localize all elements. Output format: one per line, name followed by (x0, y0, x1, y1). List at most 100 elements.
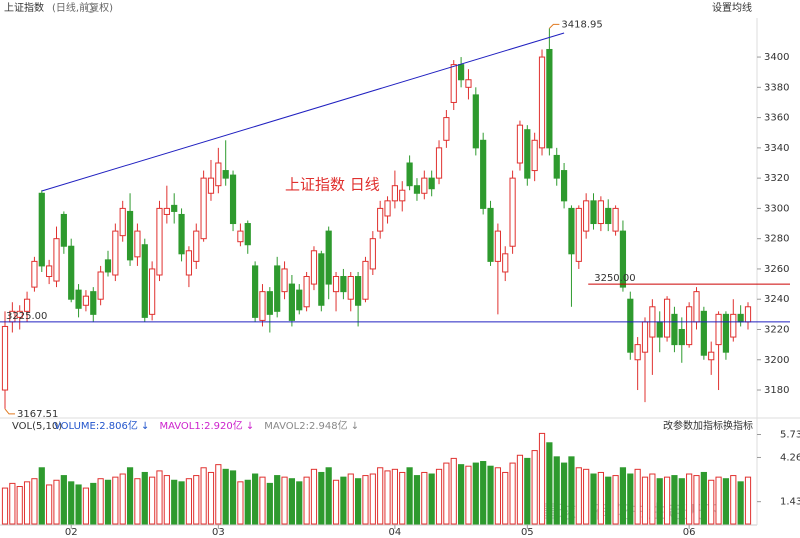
volume-bar (700, 471, 707, 525)
candle-body (193, 230, 200, 262)
candle-body (163, 207, 170, 215)
volume-bar (597, 471, 604, 525)
volume-bar (641, 476, 649, 525)
candle-body (509, 177, 516, 247)
settings-icon[interactable] (86, 3, 96, 13)
volume-bar (480, 461, 487, 525)
volume-bar (663, 476, 671, 525)
x-tick-label: 03 (212, 527, 225, 538)
candle-body (215, 162, 222, 187)
y-tick-label: 3260 (764, 264, 789, 275)
candle-body (450, 64, 457, 103)
candle-body (502, 253, 509, 273)
volume-bar (207, 471, 215, 525)
y-tick-label: 3280 (764, 234, 789, 245)
volume-bar (362, 475, 369, 525)
indicator: VOL(5,10) (12, 421, 62, 432)
volume-bar (531, 450, 538, 525)
volume-bar (252, 473, 259, 525)
volume-bar (340, 476, 347, 525)
volume-bar (671, 475, 678, 525)
indicator-readout: MAVOL2:2.948亿 ↓ (264, 419, 359, 432)
candle-body (171, 204, 178, 212)
indicator-button[interactable]: 换指标 (723, 419, 753, 432)
volume-bar (744, 476, 752, 525)
candle-body (229, 174, 237, 225)
volume-bar (229, 470, 237, 525)
candle-body (16, 310, 23, 318)
candle-body (1, 325, 9, 391)
candle-body (244, 223, 251, 246)
volume-bar (23, 481, 31, 525)
candle-body (678, 328, 685, 346)
indicator-readout: VOLUME:2.806亿 ↓ (54, 419, 149, 432)
volume-bar (244, 479, 251, 525)
candle-body (156, 207, 163, 276)
volume-bar (450, 457, 457, 525)
volume-bar (693, 475, 700, 525)
candle-body (480, 139, 487, 209)
volume-bar (215, 464, 222, 525)
y-tick-label: 3200 (764, 355, 789, 366)
title: 上证指数 (4, 1, 44, 14)
volume-bar (281, 476, 288, 525)
volume-bar (730, 475, 737, 525)
y-tick-label: 3240 (764, 294, 789, 305)
candle-body (590, 200, 597, 225)
volume-bar (178, 481, 185, 525)
candle-body (715, 313, 722, 346)
volume-bar (502, 471, 509, 525)
volume-bar (53, 479, 60, 525)
candle-body (575, 207, 582, 262)
candle-body (428, 177, 435, 190)
volume-bar (686, 473, 693, 525)
candle-body (355, 276, 362, 306)
candle-body (553, 154, 560, 179)
y-tick-label: 3340 (764, 143, 789, 154)
candle-body (406, 162, 413, 187)
extreme-pointer (4, 408, 15, 415)
volume-bar (163, 475, 170, 525)
volume-bar (656, 478, 663, 525)
volume-bar (156, 470, 163, 525)
candle-body (97, 271, 104, 300)
volume-bar (568, 456, 575, 525)
volume-bar (413, 475, 421, 525)
candle-body (465, 79, 472, 88)
candle-body (605, 207, 612, 225)
candle-body (82, 295, 90, 306)
volume-bar (575, 467, 582, 525)
volume-bar (546, 442, 553, 525)
candle-body (149, 268, 156, 315)
candle-body (487, 207, 494, 262)
volume-bar (200, 467, 207, 525)
volume-bar (421, 471, 428, 525)
indicator-button[interactable]: 加指标 (693, 419, 723, 432)
candle-body (104, 259, 112, 273)
candle-body (369, 238, 376, 270)
volume-bar (274, 475, 281, 525)
candle-body (568, 207, 575, 255)
ma-settings[interactable]: 设置均线 (712, 1, 752, 14)
candle-body (259, 291, 266, 321)
volume-bar (708, 479, 715, 525)
volume-bar (590, 473, 597, 525)
volume-bar (318, 471, 325, 525)
indicator-button[interactable]: 改参数 (663, 419, 693, 432)
x-tick-label: 06 (683, 527, 696, 538)
candle-body (222, 170, 229, 179)
y-tick-label: 1.43 (780, 497, 800, 508)
volume-bar (553, 456, 560, 525)
volume-bar (406, 467, 413, 525)
candle-body (583, 200, 590, 232)
candle-body (737, 313, 744, 323)
candle-body (377, 207, 384, 232)
candle-body (31, 260, 38, 288)
candle-body (391, 185, 398, 202)
volume-bar (1, 487, 9, 525)
volume-bar (38, 467, 45, 525)
chart-annotation: 上证指数 日线 (285, 176, 380, 194)
candle-body (693, 291, 700, 323)
candle-body (362, 260, 369, 300)
